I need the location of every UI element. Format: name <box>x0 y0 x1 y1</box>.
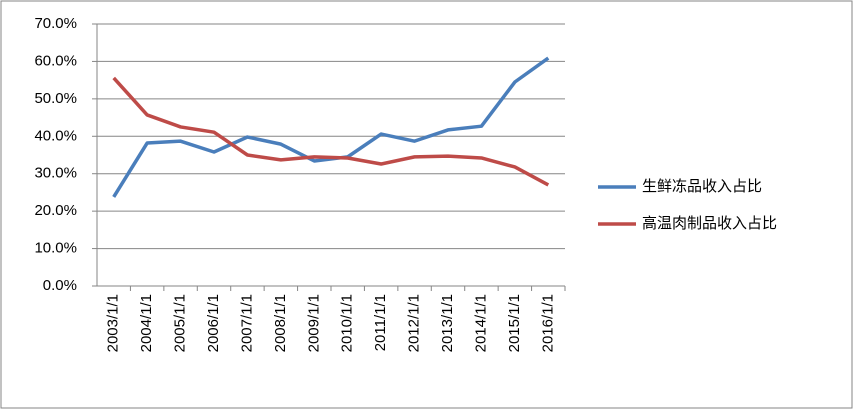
x-tick-label: 2007/1/1 <box>238 294 255 352</box>
legend-label: 生鲜冻品收入占比 <box>642 177 762 195</box>
x-tick-label: 2003/1/1 <box>105 294 122 352</box>
x-tick-label: 2009/1/1 <box>305 294 322 352</box>
series-line <box>112 76 550 187</box>
y-tick-label: 30.0% <box>34 165 77 182</box>
y-tick-label: 40.0% <box>34 127 77 144</box>
y-tick-label: 10.0% <box>34 240 77 257</box>
x-tick-label: 2004/1/1 <box>138 294 155 352</box>
x-tick-label: 2010/1/1 <box>339 294 356 352</box>
x-tick-label: 2005/1/1 <box>172 294 189 352</box>
x-tick-label: 2006/1/1 <box>205 294 222 352</box>
x-tick-label: 2011/1/1 <box>372 294 389 351</box>
x-tick-label: 2013/1/1 <box>439 294 456 352</box>
y-tick-label: 50.0% <box>34 90 77 107</box>
legend-label: 高温肉制品收入占比 <box>642 215 777 232</box>
x-tick-label: 2008/1/1 <box>272 294 289 352</box>
x-tick-label: 2012/1/1 <box>406 294 423 352</box>
y-tick-label: 70.0% <box>34 15 77 32</box>
x-tick-label: 2014/1/1 <box>472 294 489 352</box>
x-tick-label: 2015/1/1 <box>506 294 523 352</box>
y-tick-label: 60.0% <box>34 52 77 69</box>
y-tick-label: 20.0% <box>34 202 77 219</box>
y-tick-label: 0.0% <box>43 277 77 294</box>
x-tick-label: 2016/1/1 <box>539 294 556 352</box>
